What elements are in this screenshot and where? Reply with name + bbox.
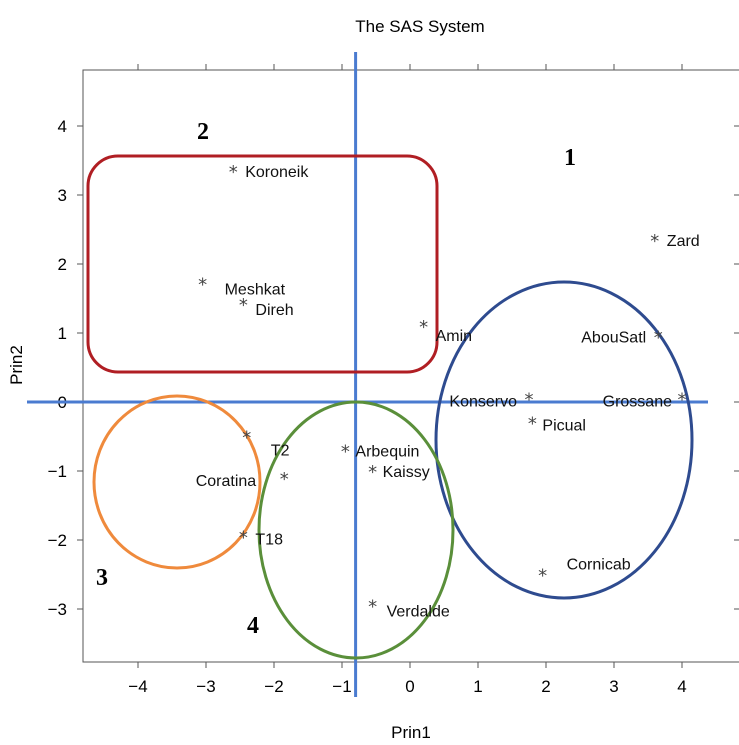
y-tick-label: −3 (48, 600, 67, 619)
x-tick-label: 2 (541, 677, 550, 696)
point-marker: * (239, 528, 248, 549)
point-label: Konservo (449, 394, 517, 411)
x-tick-label: −3 (196, 677, 215, 696)
x-tick-label: 3 (609, 677, 618, 696)
group-label-1: 1 (564, 145, 576, 171)
point-marker: * (229, 162, 238, 183)
point-label: Picual (542, 418, 586, 435)
point-marker: * (528, 414, 537, 435)
group-labels: 1 2 3 4 (96, 119, 576, 639)
y-tick-label: 2 (58, 255, 67, 274)
y-tick-label: 1 (58, 324, 67, 343)
point-marker: * (242, 428, 251, 449)
x-tick-label: −4 (128, 677, 147, 696)
point-label: Cornicab (567, 557, 631, 574)
points-layer: * Koroneik* Meshkat* Direh* Zard* Amin *AbouSa… (196, 162, 700, 621)
point-marker: * (239, 295, 248, 316)
x-tick-label: −2 (264, 677, 283, 696)
point-marker: * (419, 317, 428, 338)
point-label: Zard (667, 233, 700, 250)
chart-title: The SAS System (355, 17, 484, 36)
group-label-4: 4 (247, 613, 259, 639)
group-4-outline (257, 400, 455, 660)
point-marker: * (198, 274, 207, 295)
point-marker: * (341, 441, 350, 462)
x-axis-title: Prin1 (391, 723, 431, 742)
point-label: Coratina (196, 473, 257, 490)
point-label: T2 (271, 443, 290, 460)
point-label: Direh (255, 302, 293, 319)
x-tick-label: 4 (677, 677, 686, 696)
point-marker: * (650, 231, 659, 252)
point-marker: * (525, 390, 534, 411)
point-label: Verdalde (387, 604, 450, 621)
group-outlines (86, 154, 694, 660)
point-label: Grossane (603, 394, 672, 411)
point-label: AbouSatl (581, 329, 646, 346)
y-tick-label: −1 (48, 462, 67, 481)
point-marker: * (368, 462, 377, 483)
x-tick-label: 1 (473, 677, 482, 696)
x-tick-label: −1 (332, 677, 351, 696)
point-label: Kaissy (383, 464, 430, 481)
point-label: Koroneik (245, 164, 309, 181)
point-marker: * (678, 390, 687, 411)
x-tick-label: 0 (405, 677, 414, 696)
point-marker: * (538, 566, 547, 587)
point-marker: * (280, 469, 289, 490)
group-label-3: 3 (96, 565, 108, 591)
point-label: T18 (255, 532, 283, 549)
point-label: Meshkat (225, 281, 286, 298)
point-marker: * (368, 597, 377, 618)
y-axis-title: Prin2 (7, 345, 26, 385)
group-label-2: 2 (197, 119, 209, 145)
point-label: Amin (436, 328, 472, 345)
y-tick-label: 3 (58, 186, 67, 205)
group-3-outline (92, 394, 262, 570)
point-marker: * (654, 327, 663, 348)
point-label: Arbequin (355, 443, 419, 460)
y-tick-label: 4 (58, 117, 67, 136)
y-tick-label: −2 (48, 531, 67, 550)
group-1-outline (434, 280, 694, 600)
group-2-outline (86, 154, 439, 374)
plot-frame (82, 69, 739, 663)
